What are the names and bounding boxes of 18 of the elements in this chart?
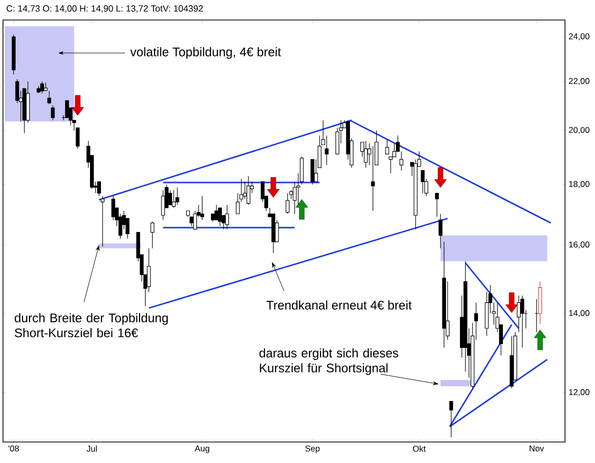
annotation: durch Breite der Topbildung Short-Kursziel bei 16€ (14, 313, 168, 338)
x-tick-label: '08 (8, 446, 19, 452)
y-tick-label: 18,00 (569, 181, 590, 188)
annotation: volatile Topbildung, 4€ breit (130, 47, 281, 59)
annotation: daraus ergibt sich dieses Kursziel für Shortsignal (259, 348, 398, 375)
x-tick-label: Nov (530, 446, 544, 452)
x-tick-label: Jul (86, 446, 97, 452)
y-tick-label: 12,00 (569, 389, 590, 396)
y-tick-label: 22,00 (568, 78, 590, 85)
y-tick-label: 16,00 (569, 241, 590, 248)
y-tick-label: 14,00 (569, 310, 590, 317)
chart-title: C: 14,73 O: 14,00 H: 14,90 L: 13,72 TotV: 104392 (6, 5, 203, 13)
x-tick-label: Sep (305, 446, 320, 454)
x-tick-label: Okt (412, 446, 426, 452)
y-tick-label: 24,00 (568, 33, 590, 40)
y-tick-label: 20,00 (568, 126, 590, 134)
annotation: Trendkanal erneut 4€ breit (266, 300, 412, 310)
x-tick-label: Aug (194, 446, 210, 454)
